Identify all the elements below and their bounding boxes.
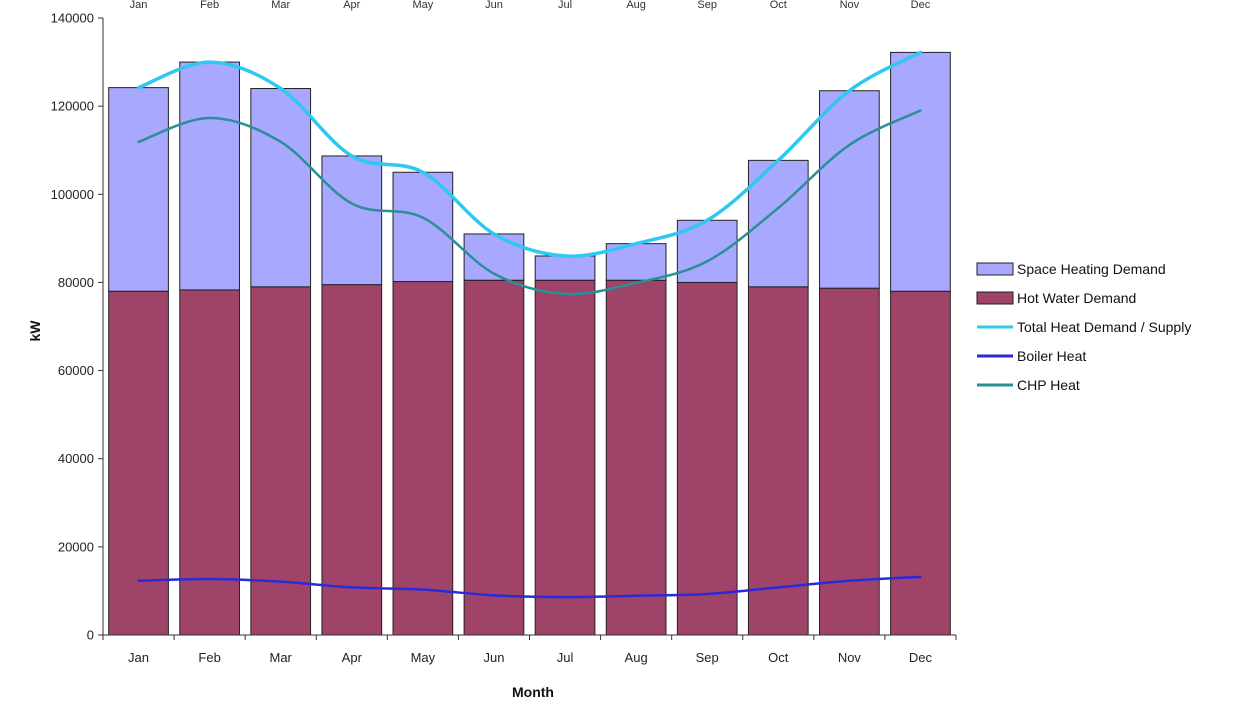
- bars-layer: [108, 51, 951, 636]
- bar-space-heating-demand-nov: [819, 90, 880, 289]
- bar-space-heating-demand-feb: [179, 61, 240, 291]
- y-tick-label: 120000: [51, 99, 94, 114]
- bar-space-heating-demand-dec: [890, 51, 951, 292]
- top-x-tick-label: Oct: [770, 0, 787, 11]
- legend-label-space-heating-demand: Space Heating Demand: [1017, 261, 1166, 277]
- bar-hot-water-demand-may: [392, 281, 454, 636]
- top-x-tick-label: Feb: [200, 0, 219, 11]
- x-tick-label: Mar: [270, 650, 293, 665]
- legend-label-boiler-heat: Boiler Heat: [1017, 348, 1086, 364]
- line-total-heat-demand-supply: [136, 50, 923, 258]
- lines-layer: [136, 50, 923, 599]
- top-x-tick-label: Dec: [911, 0, 931, 11]
- bar-space-heating-demand-apr: [321, 155, 383, 286]
- y-tick-label: 20000: [58, 539, 94, 554]
- x-tick-label: Jul: [557, 650, 574, 665]
- top-x-tick-label: Jan: [130, 0, 148, 11]
- top-x-tick-label: Nov: [840, 0, 860, 11]
- legend-label-total-heat-demand-supply: Total Heat Demand / Supply: [1017, 319, 1191, 335]
- x-axis-title: Month: [512, 684, 554, 700]
- y-axis-title: kW: [27, 320, 43, 342]
- y-tick-label: 60000: [58, 363, 94, 378]
- x-tick-label: Aug: [625, 650, 648, 665]
- bar-hot-water-demand-mar: [250, 286, 312, 636]
- line-boiler-heat: [137, 575, 922, 599]
- x-tick-label: Sep: [696, 650, 719, 665]
- bar-hot-water-demand-jul: [534, 279, 596, 636]
- y-tick-label: 100000: [51, 187, 94, 202]
- top-x-tick-label: Mar: [271, 0, 290, 11]
- top-x-tick-label: Aug: [626, 0, 646, 11]
- legend-swatch-hot-water-demand: [976, 291, 1014, 305]
- x-tick-label: Apr: [342, 650, 363, 665]
- x-tick-label: Oct: [768, 650, 789, 665]
- line-chp-heat: [137, 109, 922, 296]
- top-x-tick-label: May: [412, 0, 433, 11]
- bar-hot-water-demand-jun: [463, 279, 525, 636]
- x-tick-label: Feb: [198, 650, 220, 665]
- bar-hot-water-demand-jan: [108, 290, 169, 636]
- y-tick-label: 40000: [58, 451, 94, 466]
- bar-hot-water-demand-sep: [676, 281, 738, 636]
- x-tick-label: Jan: [128, 650, 149, 665]
- top-x-tick-label: Sep: [697, 0, 717, 11]
- bar-hot-water-demand-oct: [747, 286, 809, 636]
- legend: Space Heating Demand Hot Water Demand Tota…: [976, 261, 1191, 393]
- bar-hot-water-demand-apr: [321, 284, 383, 636]
- x-tick-label: Jun: [483, 650, 504, 665]
- top-x-tick-label: Jun: [485, 0, 503, 11]
- bar-hot-water-demand-aug: [605, 279, 667, 636]
- x-tick-label: Dec: [909, 650, 933, 665]
- y-tick-label: 140000: [51, 11, 94, 26]
- legend-swatch-space-heating-demand: [976, 262, 1014, 276]
- legend-label-chp-heat: CHP Heat: [1017, 377, 1080, 393]
- bar-space-heating-demand-jan: [108, 87, 169, 292]
- bar-space-heating-demand-jul: [534, 255, 596, 281]
- top-x-tick-label: Apr: [343, 0, 360, 11]
- y-tick-label: 80000: [58, 275, 94, 290]
- x-tick-label: Nov: [838, 650, 862, 665]
- top-x-tick-label: Jul: [558, 0, 572, 11]
- bar-space-heating-demand-may: [392, 171, 454, 283]
- x-tick-label: May: [411, 650, 436, 665]
- bar-hot-water-demand-feb: [179, 289, 240, 636]
- bar-space-heating-demand-mar: [250, 88, 312, 288]
- axes-layer: 0 20000 40000 60000 80000 100000 120000 140000 J…: [51, 0, 957, 665]
- legend-label-hot-water-demand: Hot Water Demand: [1017, 290, 1136, 306]
- y-tick-label: 0: [87, 628, 94, 643]
- bar-hot-water-demand-dec: [890, 290, 951, 636]
